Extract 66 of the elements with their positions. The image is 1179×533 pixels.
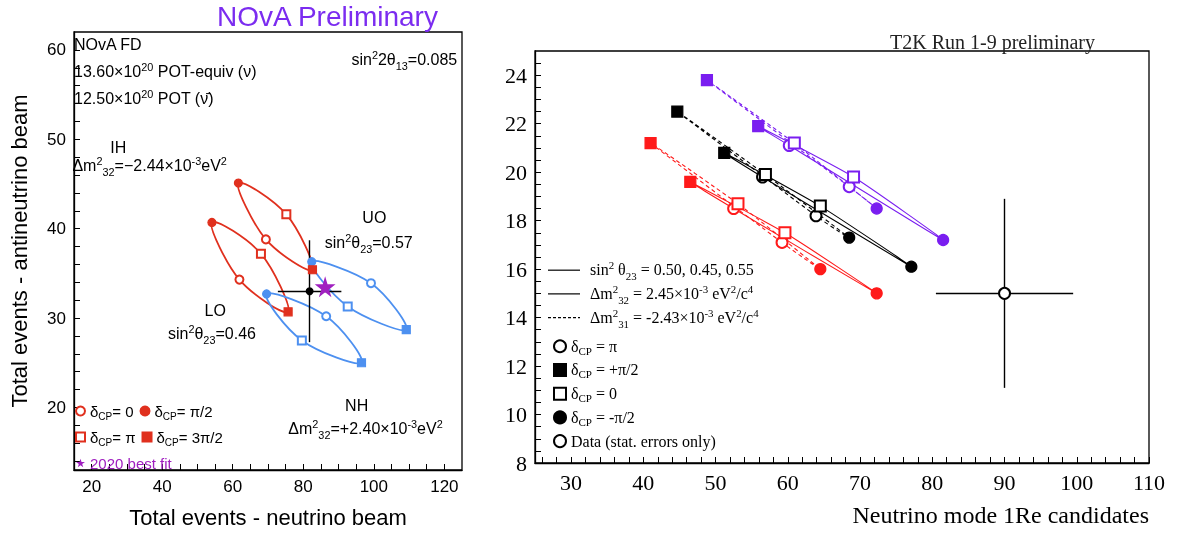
x-tick-label: 120 [430,477,459,496]
point [342,301,353,312]
x-tick-label: 40 [152,477,172,496]
annotation: sin$^{2}$ θ$_{23}$ = 0.50, 0.45, 0.55 [590,259,754,282]
y-tick-label: 14 [505,305,527,331]
y-tick-label: 12 [505,353,527,379]
y-tick-label: 10 [505,402,527,428]
y-tick-label: 24 [505,62,527,88]
x-tick-label: 80 [293,477,313,496]
y-axis-title: Total events - antineutrino beam [6,94,32,408]
point [260,234,271,245]
annotation: sin$^{2}$2θ$_{13}$=0.085 [351,49,458,72]
point [255,248,266,259]
point [305,287,314,296]
point [778,226,792,240]
text: Δm$^{2}$$_{31}$ = -2.43×10$^{-3}$ eV$^{2}$/c$^{4}$ [590,306,759,330]
annotation: Δm$^{2}$$_{32}$=+2.40×10$^{-3}$eV$^{2}$ [288,418,443,441]
x-tick-label: 90 [993,469,1016,495]
x-tick-label: 60 [223,477,243,496]
point [813,199,827,213]
chart-title: T2K Run 1-9 preliminary [890,31,1096,54]
point [296,335,307,346]
point [234,274,245,285]
annotation: NOvA FD [74,35,142,55]
y-tick-label: 30 [47,308,66,328]
x-tick-label: 100 [359,477,389,496]
x-tick-label: 70 [849,469,872,495]
annotation: NH [345,396,369,416]
y-tick-label: 8 [516,450,527,476]
point [321,311,332,322]
point [314,276,336,298]
y-tick-label: 22 [505,111,527,137]
point [998,286,1012,300]
annotation: 12.50×10$^{20}$ POT (ν̄) [74,87,214,109]
point [281,209,292,220]
x-tick-label: 60 [776,469,799,495]
annotation: UO [362,208,387,229]
chart-title: NOvA Preliminary [217,0,438,32]
legend-label: 2020 best fit [90,454,173,472]
x-tick-label: 50 [704,469,727,495]
text: Δm$^{2}$$_{32}$ = 2.45×10$^{-3}$ eV$^{2}$/c$^{4}$ [590,282,754,306]
x-tick-label: 30 [560,469,583,495]
annotation: LO [204,301,226,321]
legend-label: Data (stat. errors only) [571,432,716,451]
point [731,197,745,211]
y-tick-label: 20 [47,397,66,417]
x-tick-label: 110 [1132,469,1166,495]
y-tick-label: 60 [47,40,66,60]
x-axis-title: Neutrino mode 1Re candidates [852,502,1149,528]
y-tick-label: 20 [505,159,527,185]
annotation: sin$^{2}$θ$_{23}$=0.57 [324,232,413,255]
y-tick-label: 50 [47,129,66,149]
x-tick-label: 40 [632,469,655,495]
annotation: IH [110,137,127,158]
point [847,170,861,184]
x-tick-label: 20 [82,477,102,496]
y-tick-label: 16 [505,256,527,282]
annotation: sin$^{2}$θ$_{23}$=0.46 [167,323,256,346]
x-tick-label: 100 [1060,469,1094,495]
x-tick-label: 80 [921,469,944,495]
y-tick-label: 18 [505,208,527,234]
annotation: 13.60×10$^{20}$ POT-equiv (ν) [74,61,257,82]
point [787,136,801,150]
y-tick-label: 40 [47,219,66,239]
point [366,278,376,289]
x-axis-title: Total events - neutrino beam [129,504,407,530]
